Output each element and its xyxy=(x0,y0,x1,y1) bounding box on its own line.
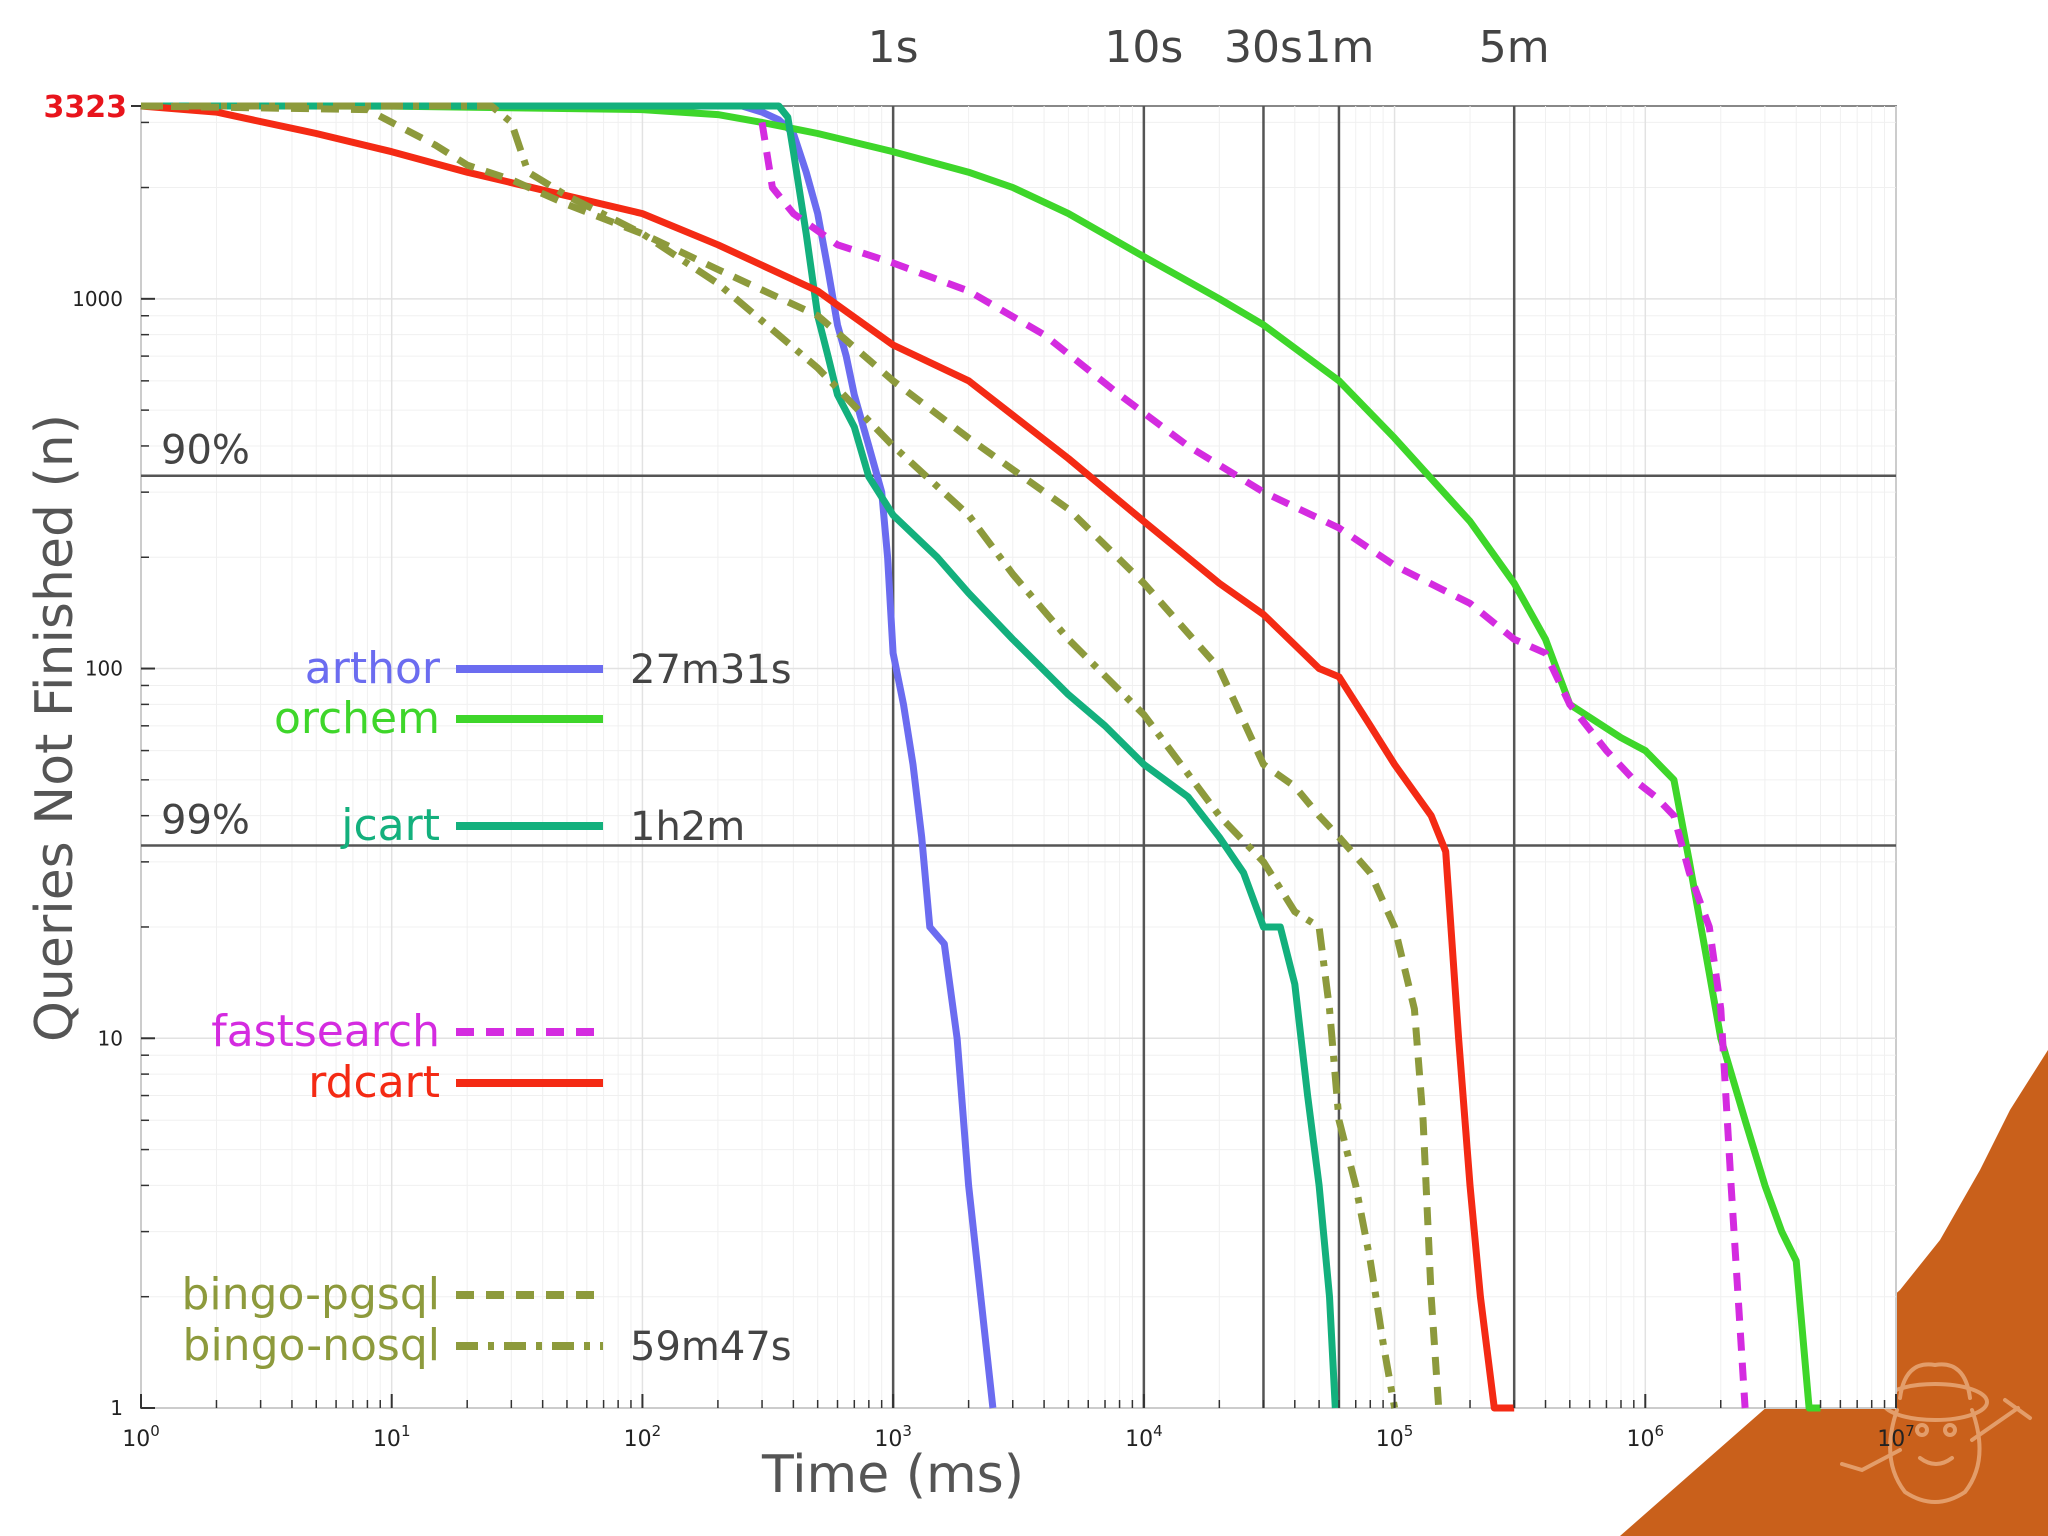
plot-background xyxy=(140,105,1897,1409)
x-tick-label: 106 xyxy=(1627,1422,1665,1452)
percent-marker-label: 99% xyxy=(161,797,250,843)
legend-label-orchem: orchem xyxy=(274,693,440,744)
x-tick-label: 105 xyxy=(1376,1422,1414,1452)
time-marker-label: 1m xyxy=(1304,22,1375,73)
series-line-bingo-pgsql xyxy=(140,102,1443,1409)
mascot-decoration xyxy=(1620,1050,2048,1536)
cartoon-character-icon xyxy=(1840,1362,2032,1504)
time-marker-label: 1s xyxy=(868,22,919,73)
y-tick-label: 1000 xyxy=(72,287,123,311)
series-line-jcart xyxy=(141,102,1339,1409)
legend-label-rdcart: rdcart xyxy=(308,1057,440,1108)
orange-mountain-shape xyxy=(1620,1050,2048,1536)
x-axis-label: Time (ms) xyxy=(761,1445,1024,1505)
legend-label-fastsearch: fastsearch xyxy=(211,1006,440,1057)
y-axis-label: Queries Not Finished (n) xyxy=(25,414,85,1042)
legend: arthor 27m31s orchem jcart 1h2m fastsearchrdc… xyxy=(181,643,791,1371)
y-tick-label: 1 xyxy=(110,1396,123,1420)
series-line-orchem xyxy=(140,102,1821,1412)
legend-label-arthor: arthor xyxy=(305,643,441,694)
x-tick-label: 101 xyxy=(373,1422,411,1452)
plot-area xyxy=(140,105,1897,1409)
x-tick-label: 102 xyxy=(624,1422,662,1452)
x-tick-label: 107 xyxy=(1877,1422,1915,1452)
x-tick-label: 103 xyxy=(874,1422,912,1452)
legend-time-arthor: 27m31s xyxy=(630,647,792,693)
legend-time-jcart: 1h2m xyxy=(630,804,745,850)
y-tick-label: 10 xyxy=(98,1026,123,1050)
y-max-label: 3323 xyxy=(44,90,128,125)
x-tick-label: 104 xyxy=(1125,1422,1163,1452)
x-axis-ticks: 100 101 102 103 104 105 106 107 xyxy=(122,1394,1915,1452)
legend-label-bingo-nosql: bingo-nosql xyxy=(183,1320,440,1371)
percent-marker-label: 90% xyxy=(161,428,250,474)
y-axis-ticks: 1 10 100 1000 3323 xyxy=(44,90,155,1420)
time-marker-label: 5m xyxy=(1479,22,1550,73)
y-tick-label: 100 xyxy=(85,657,123,681)
time-marker-label: 30s xyxy=(1224,22,1303,73)
time-marker-label: 10s xyxy=(1104,22,1183,73)
series-line-rdcart xyxy=(140,102,1515,1412)
legend-label-jcart: jcart xyxy=(340,800,440,851)
series-lines xyxy=(140,102,1821,1412)
series-line-fastsearch xyxy=(758,121,1749,1409)
legend-label-bingo-pgsql: bingo-pgsql xyxy=(181,1269,440,1320)
reference-lines: 1s 10s 30s 1m 5m 90% 99% xyxy=(141,22,1896,1408)
legend-time-bingo-nosql: 59m47s xyxy=(630,1324,792,1370)
x-tick-label: 100 xyxy=(122,1422,160,1452)
